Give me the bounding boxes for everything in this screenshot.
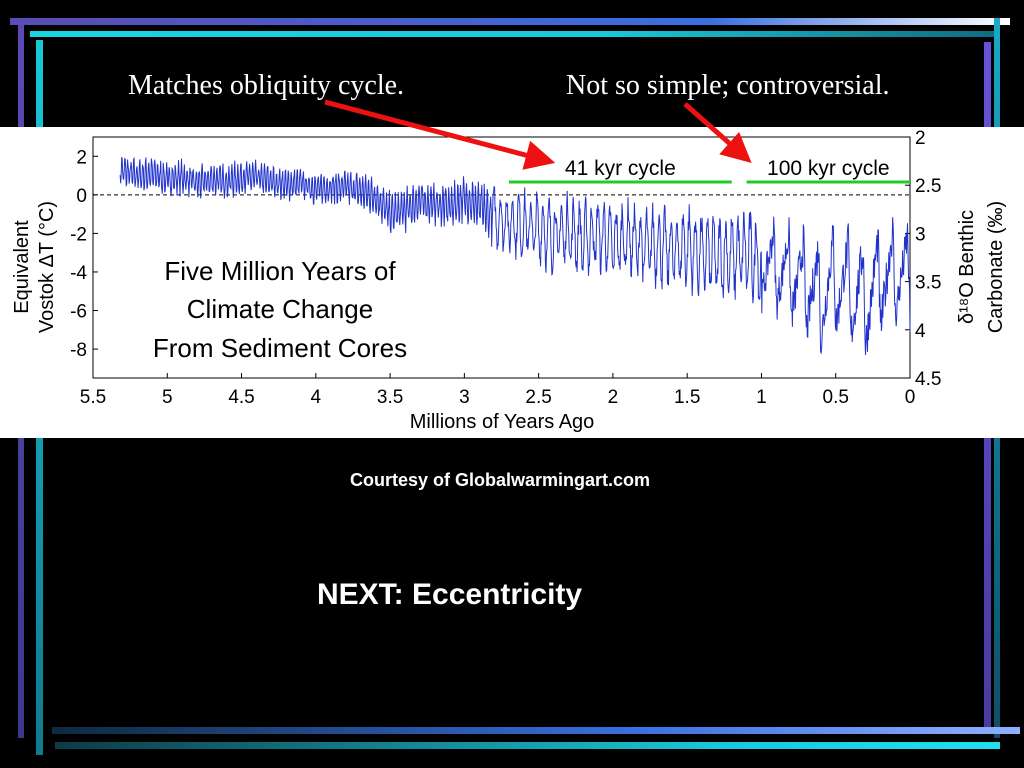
y-axis-label-left-line-1: Equivalent [11, 220, 33, 314]
y-right-tick-label-0: 2 [915, 128, 926, 149]
frame-bar-top-inner [30, 31, 995, 37]
y-right-tick-label-3: 3.5 [915, 273, 941, 294]
frame-bar-bottom-inner [55, 742, 1000, 749]
y-left-tick-label-0: 2 [76, 147, 87, 168]
x-tick-label-1: 5 [162, 387, 173, 408]
y-left-tick-label-2: -2 [70, 224, 87, 245]
x-tick-label-4: 3.5 [377, 387, 403, 408]
caption-controversial: Not so simple; controversial. [566, 70, 890, 101]
cycle-annotations: 41 kyr cycle 100 kyr cycle [508, 157, 910, 184]
x-tick-label-0: 5.5 [80, 387, 106, 408]
cycle-label-0: 41 kyr cycle [565, 157, 676, 180]
x-tick-label-7: 2 [608, 387, 619, 408]
y-axis-label-left-line-2: Vostok ΔT (°C) [36, 201, 58, 333]
x-tick-label-3: 4 [311, 387, 322, 408]
y-left-tick-label-4: -6 [70, 302, 87, 323]
x-tick-label-5: 3 [459, 387, 470, 408]
x-tick-label-9: 1 [756, 387, 767, 408]
x-axis-label: Millions of Years Ago [410, 411, 595, 433]
x-tick-label-8: 1.5 [674, 387, 700, 408]
y-left-tick-label-5: -8 [70, 340, 87, 361]
x-tick-label-11: 0 [905, 387, 916, 408]
climate-chart: 41 kyr cycle 100 kyr cycle 5.5 5 4.5 4 3.5 3 2.… [11, 128, 1007, 433]
chart-title-line-1: Five Million Years of [164, 256, 396, 286]
y-right-tick-label-5: 4.5 [915, 369, 941, 390]
y-right-tick-label-2: 3 [915, 224, 926, 245]
tick-labels: 5.5 5 4.5 4 3.5 3 2.5 2 1.5 1 0.5 0 2 0 -2 -4 -6 -8 2 2.5 3 3… [70, 128, 941, 408]
cycle-label-1: 100 kyr cycle [767, 157, 890, 180]
y-left-tick-label-1: 0 [76, 186, 87, 207]
x-tick-label-2: 4.5 [228, 387, 254, 408]
y-left-tick-label-3: -4 [70, 263, 87, 284]
chart-title-line-2: Climate Change [187, 294, 373, 324]
y-right-tick-label-1: 2.5 [915, 176, 941, 197]
y-right-tick-label-4: 4 [915, 321, 926, 342]
series-line [119, 156, 911, 356]
x-tick-label-10: 0.5 [823, 387, 849, 408]
x-tick-label-6: 2.5 [525, 387, 551, 408]
frame-bar-top-outer [10, 18, 1010, 25]
frame-bar-bottom-outer [52, 727, 1020, 734]
chart-title-line-3: From Sediment Cores [153, 333, 407, 363]
caption-obliquity: Matches obliquity cycle. [128, 70, 405, 101]
next-topic: NEXT: Eccentricity [317, 578, 583, 611]
courtesy-credit: Courtesy of Globalwarmingart.com [349, 470, 651, 490]
chart-panel: 41 kyr cycle 100 kyr cycle 5.5 5 4.5 4 3.5 3 2.… [0, 127, 1024, 438]
y-axis-label-right-line-1: δ¹⁸O Benthic [956, 210, 978, 324]
y-axis-label-right-line-2: Carbonate (‰) [985, 201, 1007, 333]
